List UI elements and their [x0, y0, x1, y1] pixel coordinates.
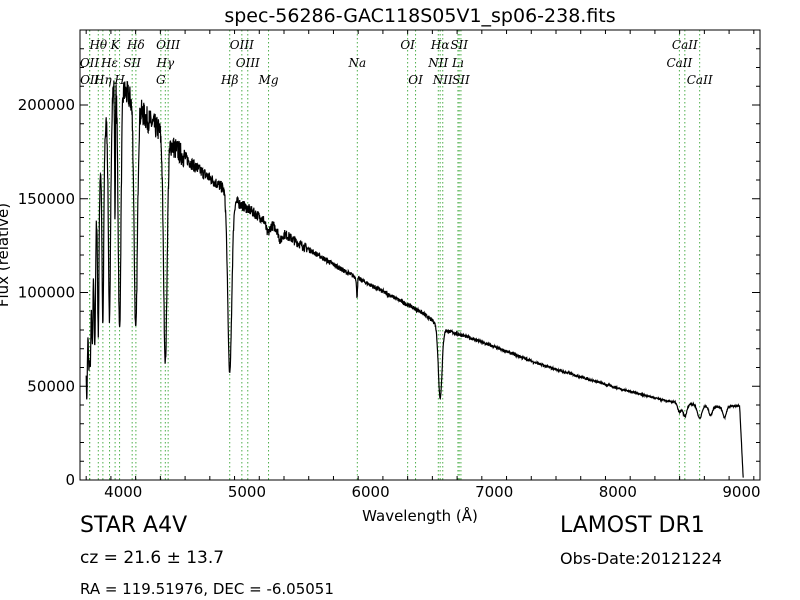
y-tick-label: 50000	[27, 377, 75, 395]
spectrum-series-line	[85, 80, 744, 478]
line-label: CaII	[666, 56, 692, 70]
line-markers	[89, 30, 701, 480]
x-tick-label: 9000	[722, 483, 760, 501]
y-tick-label: 100000	[18, 284, 75, 302]
line-label: H	[113, 73, 125, 87]
line-label: Na	[347, 56, 366, 70]
x-tick-label: 5000	[228, 483, 266, 501]
line-label: NII	[432, 73, 453, 87]
line-label: CaII	[687, 73, 713, 87]
x-tick-label: 6000	[351, 483, 389, 501]
y-axis: 0 50000 100000 150000 200000	[18, 29, 760, 489]
line-label: SII	[452, 73, 470, 87]
line-label: OIII	[236, 56, 260, 70]
line-label: Hα	[430, 38, 450, 52]
line-label: CaII	[672, 38, 698, 52]
y-tick-label: 200000	[18, 96, 75, 114]
line-label: OIII	[156, 38, 180, 52]
line-label: Mg	[258, 73, 279, 87]
x-axis: 4000 5000 6000 7000 8000 9000	[85, 30, 761, 501]
survey-name: LAMOST DR1	[560, 513, 705, 538]
line-label: OII	[80, 73, 100, 87]
line-label: NII	[427, 56, 448, 70]
line-label: OI	[400, 38, 415, 52]
line-label: Hθ	[88, 38, 107, 52]
line-label: K	[110, 38, 121, 52]
ra-dec-coordinates: RA = 119.51976, DEC = -6.05051	[80, 580, 334, 598]
line-label: Hδ	[126, 38, 145, 52]
observation-date: Obs-Date:20121224	[560, 549, 722, 568]
line-label: OIII	[230, 38, 254, 52]
line-label: OI	[408, 73, 423, 87]
line-label: Hγ	[155, 56, 174, 70]
line-label: G	[156, 73, 166, 87]
line-label: SII	[450, 38, 468, 52]
redshift-cz: cz = 21.6 ± 13.7	[80, 548, 225, 568]
x-tick-label: 4000	[104, 483, 142, 501]
y-tick-label: 150000	[18, 190, 75, 208]
y-axis-label: Flux (relative)	[0, 203, 12, 307]
plot-frame	[79, 29, 761, 481]
x-tick-label: 8000	[599, 483, 637, 501]
line-label: Hη	[93, 73, 112, 87]
line-label: SII	[123, 56, 141, 70]
line-label: OII	[80, 56, 100, 70]
object-class: STAR A4V	[80, 513, 188, 538]
x-axis-label: Wavelength (Å)	[362, 506, 478, 525]
y-tick-label: 0	[65, 471, 75, 489]
line-label: Hε	[100, 56, 118, 70]
line-label: Hβ	[220, 73, 238, 87]
line-label: Lı	[451, 56, 464, 70]
chart-title: spec-56286-GAC118S05V1_sp06-238.fits	[224, 5, 616, 27]
x-tick-label: 7000	[475, 483, 513, 501]
